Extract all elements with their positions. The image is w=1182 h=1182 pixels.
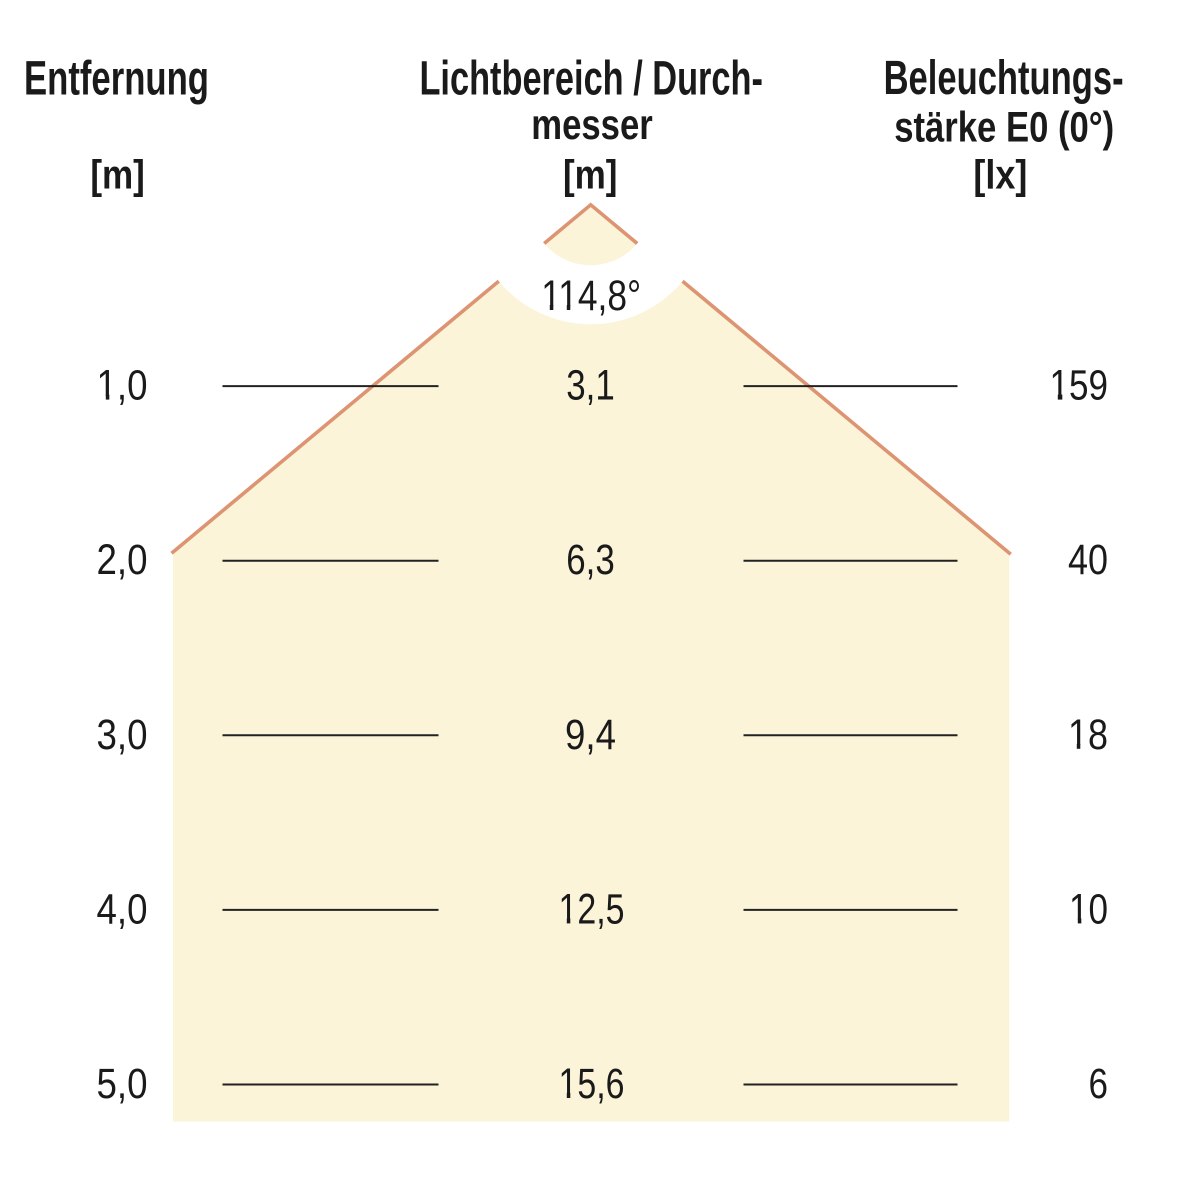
svg-text:159: 159: [1050, 363, 1109, 410]
svg-text:Entfernung: Entfernung: [24, 51, 209, 105]
svg-text:6: 6: [1089, 1061, 1109, 1108]
svg-text:Beleuchtungs-: Beleuchtungs-: [884, 51, 1124, 105]
svg-text:3,1: 3,1: [566, 363, 615, 410]
svg-text:5,0: 5,0: [97, 1061, 148, 1108]
svg-text:Lichtbereich / Durch-: Lichtbereich / Durch-: [419, 51, 763, 105]
svg-text:10: 10: [1069, 886, 1108, 933]
svg-text:18: 18: [1068, 712, 1108, 759]
svg-text:2,0: 2,0: [97, 537, 148, 584]
svg-text:[lx]: [lx]: [973, 152, 1027, 198]
svg-text:4,0: 4,0: [97, 886, 148, 933]
svg-text:114,8°: 114,8°: [541, 273, 641, 320]
svg-text:messer: messer: [531, 102, 653, 149]
svg-text:1,0: 1,0: [97, 363, 148, 410]
svg-text:3,0: 3,0: [97, 712, 148, 759]
svg-text:6,3: 6,3: [566, 537, 615, 584]
svg-text:40: 40: [1068, 537, 1108, 584]
svg-text:9,4: 9,4: [565, 712, 616, 759]
svg-text:15,6: 15,6: [559, 1061, 625, 1108]
svg-text:[m]: [m]: [563, 152, 618, 198]
svg-text:[m]: [m]: [90, 152, 145, 198]
svg-text:stärke E0 (0°): stärke E0 (0°): [894, 105, 1114, 152]
svg-text:12,5: 12,5: [559, 886, 625, 933]
